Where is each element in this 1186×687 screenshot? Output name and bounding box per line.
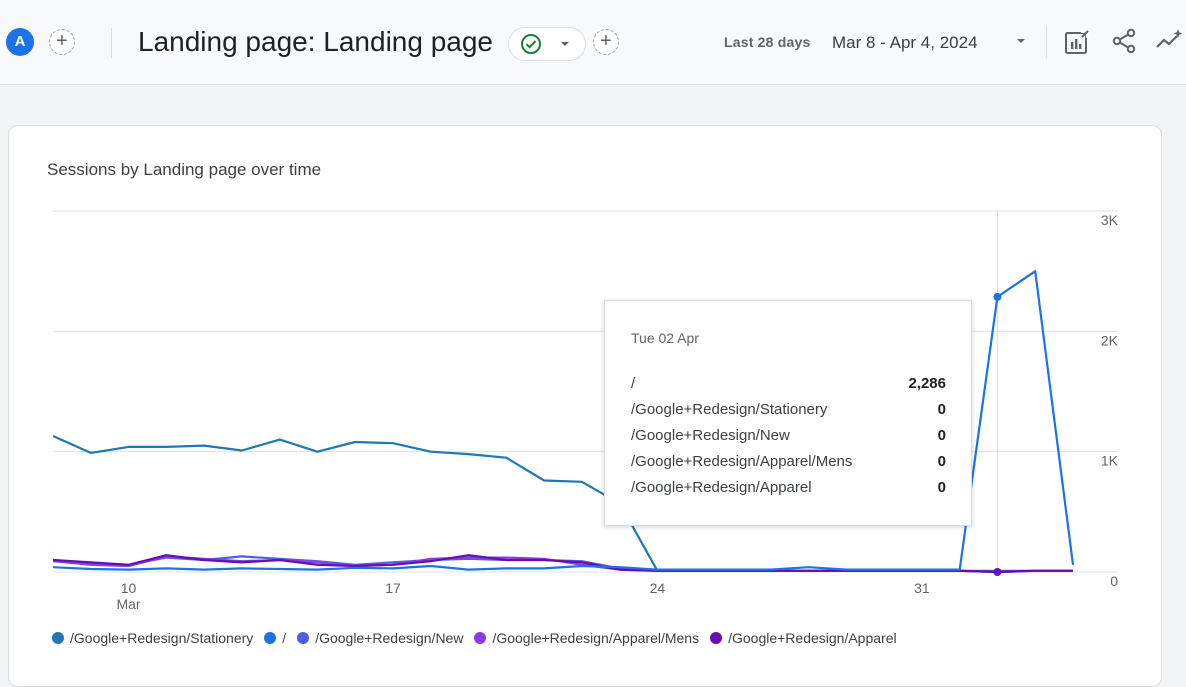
date-range[interactable]: Mar 8 - Apr 4, 2024: [832, 33, 978, 52]
x-tick-label: 17: [385, 580, 401, 596]
divider: [111, 28, 112, 58]
tooltip-row-value: 0: [937, 401, 946, 418]
x-tick-label: 10: [121, 580, 137, 596]
legend-dot: [297, 632, 310, 644]
legend-item-apparel[interactable]: /Google+Redesign/Apparel: [710, 630, 897, 646]
check-circle-icon: [521, 34, 541, 54]
legend-item-new[interactable]: /Google+Redesign/New: [297, 630, 463, 646]
series-line: [52, 554, 1073, 574]
tooltip-row-name: /Google+Redesign/New: [631, 427, 790, 444]
legend-label: /Google+Redesign/Apparel/Mens: [492, 630, 700, 646]
legend-label: /: [282, 630, 287, 646]
tooltip-row-name: /Google+Redesign/Apparel/Mens: [631, 453, 853, 470]
y-tick-label: 3K: [1101, 212, 1119, 228]
legend-dot: [710, 632, 723, 644]
tooltip-row-name: /Google+Redesign/Apparel: [631, 479, 812, 496]
tooltip-row: /Google+Redesign/Stationery 0: [631, 401, 946, 423]
customize-report-icon[interactable]: [1063, 28, 1091, 56]
page-title: Landing page: Landing page: [138, 26, 494, 57]
add-comparison-icon[interactable]: +: [49, 29, 75, 55]
tooltip-row: /Google+Redesign/Apparel/Mens 0: [631, 453, 946, 475]
legend-dot: [264, 632, 277, 644]
share-icon[interactable]: [1110, 27, 1138, 55]
y-tick-label: 2K: [1101, 332, 1119, 348]
hover-point: [993, 292, 1002, 301]
x-tick-sublabel: Mar: [116, 596, 140, 612]
legend-label: /Google+Redesign/Apparel: [728, 630, 897, 646]
chart-tooltip: Tue 02 Apr / 2,286 /Google+Redesign/Stat…: [604, 300, 972, 526]
series-line: [52, 270, 1075, 571]
legend-dot: [52, 632, 64, 644]
date-preset-label[interactable]: Last 28 days: [724, 34, 811, 50]
tooltip-row-name: /: [631, 375, 636, 392]
legend-item-stationery[interactable]: /Google+Redesign/Stationery: [52, 630, 253, 646]
status-dropdown-button[interactable]: [508, 27, 586, 61]
chart-legend: /Google+Redesign/Stationery / /Google+Re…: [52, 630, 908, 646]
tooltip-date: Tue 02 Apr: [631, 330, 699, 346]
y-tick-label: 0: [1110, 573, 1118, 589]
tooltip-row-value: 0: [937, 427, 946, 444]
legend-item-root[interactable]: /: [264, 630, 286, 646]
hover-point: [993, 568, 1002, 576]
x-tick-label: 24: [650, 580, 666, 596]
legend-item-apparel-mens[interactable]: /Google+Redesign/Apparel/Mens: [474, 630, 699, 646]
tooltip-row: /Google+Redesign/Apparel 0: [631, 479, 946, 501]
add-filter-icon[interactable]: +: [593, 29, 619, 55]
insights-icon[interactable]: [1154, 27, 1184, 55]
caret-down-icon: [561, 42, 569, 46]
y-tick-label: 1K: [1101, 453, 1119, 469]
tooltip-row: /Google+Redesign/New 0: [631, 427, 946, 449]
comparison-avatar[interactable]: A: [6, 28, 34, 56]
legend-label: /Google+Redesign/Stationery: [70, 630, 254, 646]
x-tick-label: 31: [914, 580, 930, 596]
tooltip-row-name: /Google+Redesign/Stationery: [631, 401, 828, 418]
tooltip-row-value: 0: [937, 453, 946, 470]
tooltip-row-value: 2,286: [908, 375, 946, 392]
tooltip-row: / 2,286: [631, 375, 946, 397]
legend-dot: [474, 632, 487, 644]
divider: [1046, 26, 1047, 58]
date-caret-down-icon[interactable]: [1015, 38, 1027, 46]
legend-label: /Google+Redesign/New: [315, 630, 464, 646]
chart-title: Sessions by Landing page over time: [47, 160, 322, 179]
report-header: A + Landing page: Landing page + Last 28…: [0, 0, 1186, 85]
tooltip-row-value: 0: [937, 479, 946, 496]
